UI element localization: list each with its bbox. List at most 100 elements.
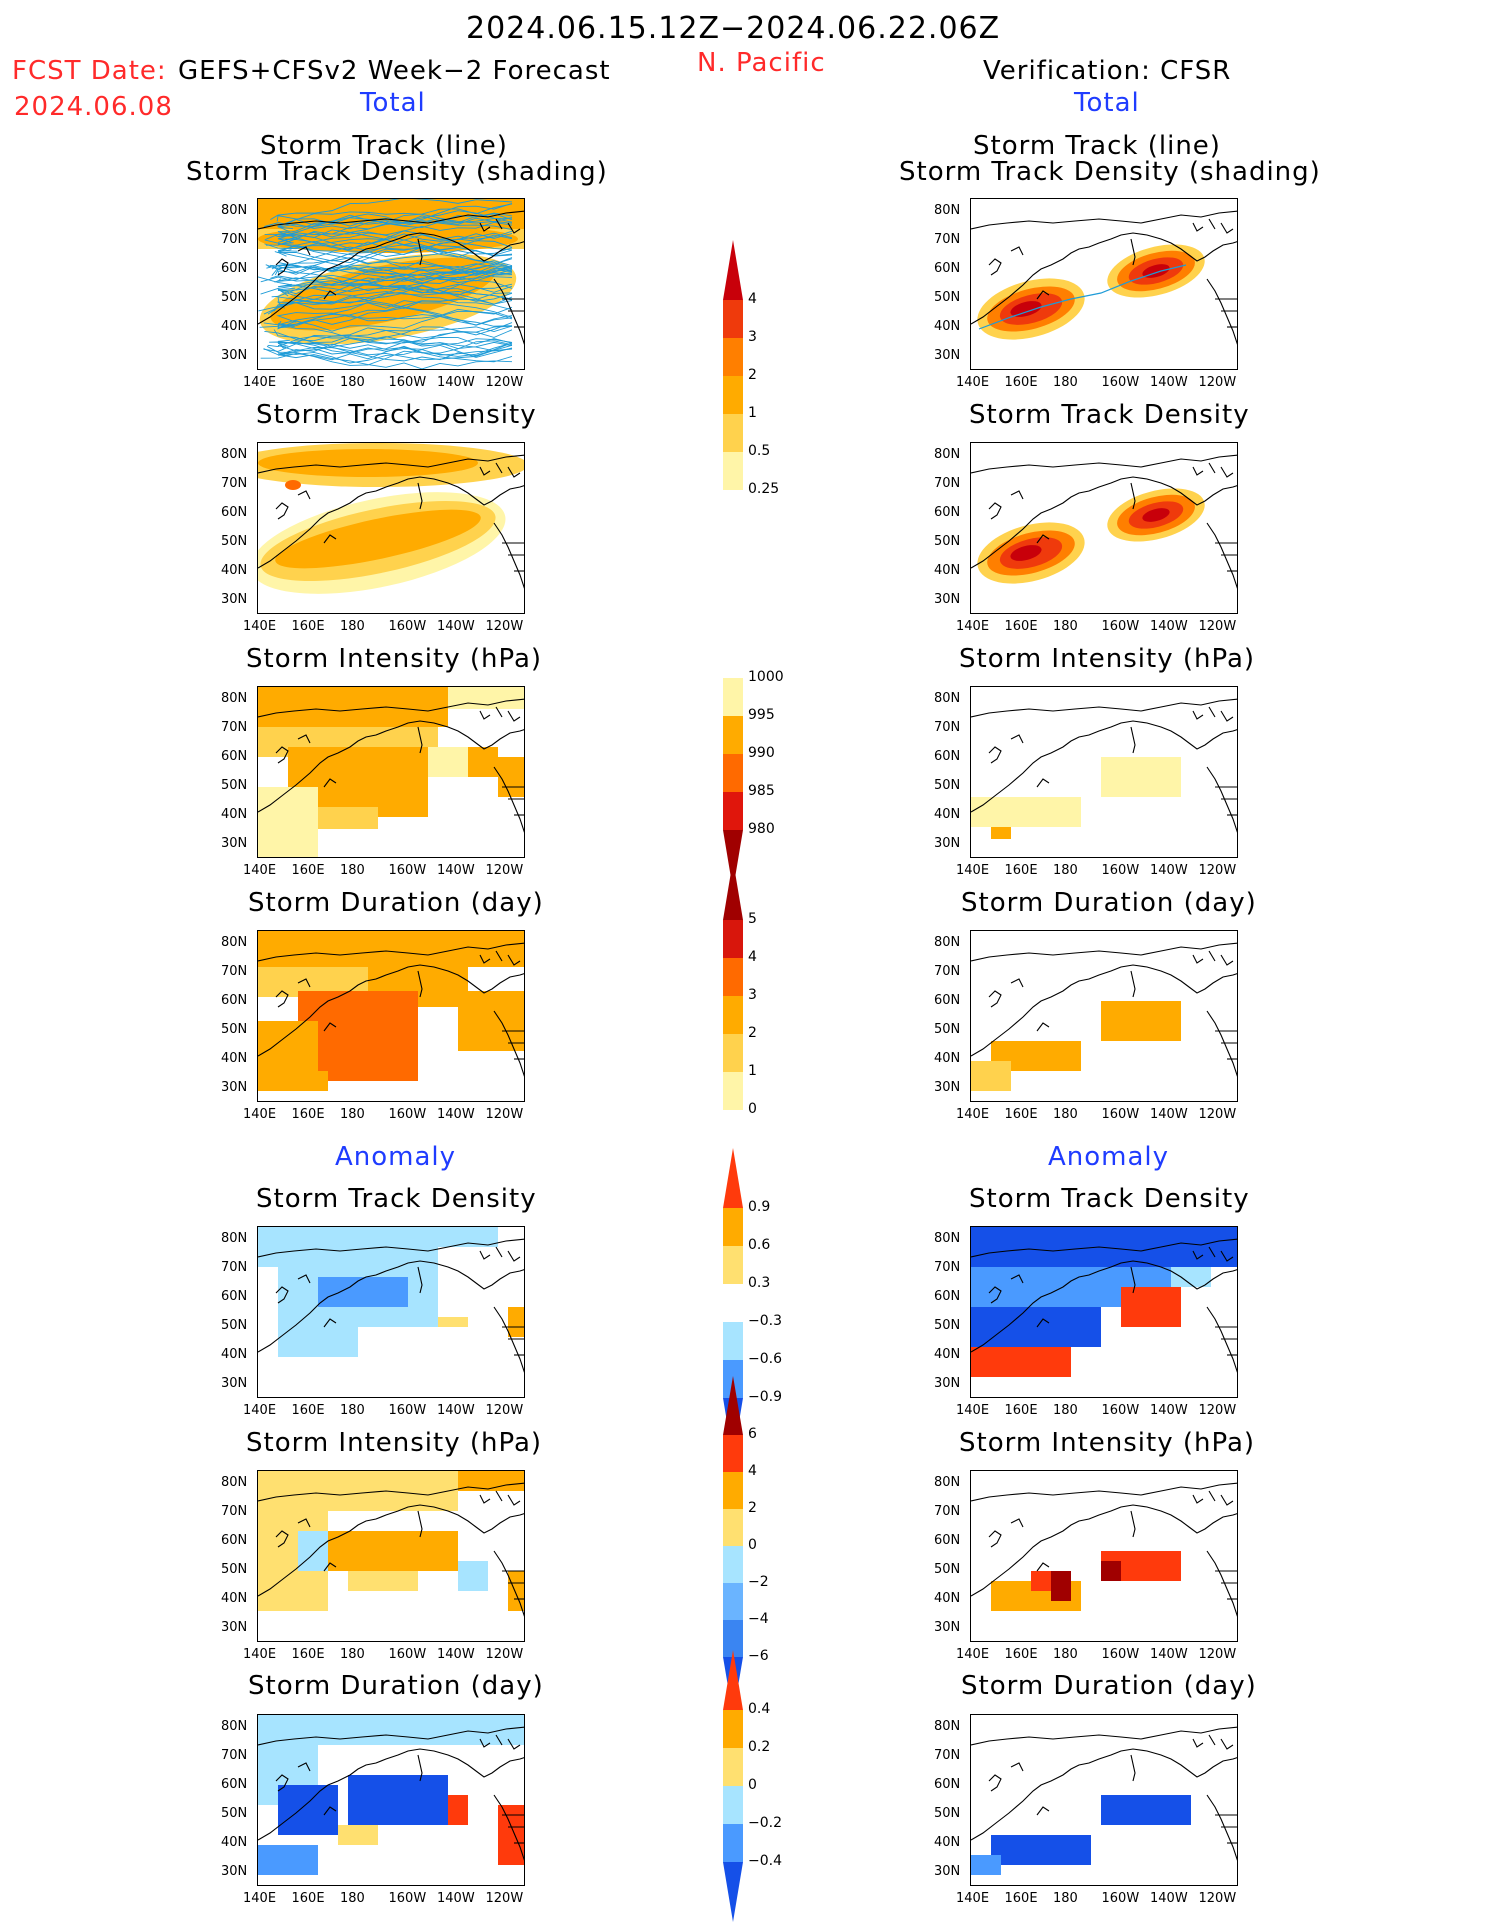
lon-tick-label: 160W <box>388 375 427 390</box>
lat-tick-label: 40N <box>221 563 248 578</box>
lon-tick-label: 120W <box>1198 863 1237 878</box>
lat-tick-label: 40N <box>221 319 248 334</box>
colorbar-label: 6 <box>748 1426 757 1442</box>
lat-tick-label: 60N <box>221 261 248 276</box>
colorbar-label: 985 <box>748 783 775 799</box>
colorbar-label: 3 <box>748 329 757 345</box>
fcst-date: 2024.06.08 <box>14 92 173 122</box>
colorbar-label: 4 <box>748 949 757 965</box>
right-title-anom-intensity: Storm Intensity (hPa) <box>959 1428 1256 1458</box>
lat-tick-label: 60N <box>221 1533 248 1548</box>
lat-tick-label: 30N <box>934 348 961 363</box>
lat-tick-label: 70N <box>221 476 248 491</box>
left-title-track-density: Storm Track Density <box>256 400 537 430</box>
map-shading <box>258 1227 524 1397</box>
lat-tick-label: 80N <box>221 203 248 218</box>
lat-tick-label: 50N <box>934 778 961 793</box>
colorbar-label: 2 <box>748 1500 757 1516</box>
lon-tick-label: 140E <box>243 1107 277 1122</box>
lon-tick-label: 160E <box>291 375 325 390</box>
lat-tick-label: 40N <box>934 807 961 822</box>
lon-tick-label: 120W <box>1198 1891 1237 1906</box>
lon-tick-label: 140E <box>243 863 277 878</box>
lat-tick-label: 50N <box>221 1318 248 1333</box>
lat-tick-label: 70N <box>221 1260 248 1275</box>
lon-tick-label: 140E <box>956 1107 990 1122</box>
colorbar-label: −4 <box>748 1611 769 1627</box>
lat-tick-label: 50N <box>934 1562 961 1577</box>
colorbar-label: 2 <box>748 1025 757 1041</box>
lat-tick-label: 70N <box>934 1260 961 1275</box>
lon-tick-label: 160W <box>388 1647 427 1662</box>
colorbar-label: −0.9 <box>748 1389 782 1405</box>
lat-tick-label: 50N <box>934 1806 961 1821</box>
lon-tick-label: 160W <box>1101 1403 1140 1418</box>
map-shading <box>971 1471 1237 1641</box>
lat-tick-label: 30N <box>934 1864 961 1879</box>
lat-tick-label: 70N <box>221 1504 248 1519</box>
lat-tick-label: 70N <box>934 964 961 979</box>
lon-tick-label: 180 <box>1053 375 1078 390</box>
lon-tick-label: 180 <box>1053 1647 1078 1662</box>
colorbar-duration <box>723 860 743 1148</box>
lon-tick-label: 180 <box>1053 1403 1078 1418</box>
lat-tick-label: 40N <box>221 1591 248 1606</box>
map-panel-vr-track <box>970 198 1238 370</box>
lat-tick-label: 70N <box>934 232 961 247</box>
lon-tick-label: 140E <box>956 375 990 390</box>
lat-tick-label: 40N <box>934 1591 961 1606</box>
lon-tick-label: 120W <box>485 619 524 634</box>
lat-tick-label: 70N <box>221 1748 248 1763</box>
lon-tick-label: 160E <box>291 619 325 634</box>
map-shading <box>258 1471 524 1641</box>
lat-tick-label: 30N <box>221 348 248 363</box>
colorbar-label: −0.4 <box>748 1853 782 1869</box>
lat-tick-label: 80N <box>934 691 961 706</box>
colorbar-label: 0.9 <box>748 1199 771 1215</box>
colorbar-label: 4 <box>748 1463 757 1479</box>
left-title-anom-duration: Storm Duration (day) <box>248 1671 544 1701</box>
lon-tick-label: 140W <box>1150 1647 1188 1662</box>
region-label: N. Pacific <box>697 48 826 78</box>
map-panel-an-duration <box>257 1714 525 1886</box>
lat-tick-label: 30N <box>221 1864 248 1879</box>
colorbar-label: 1 <box>748 405 757 421</box>
total-label-right: Total <box>1074 88 1140 118</box>
lon-tick-label: 120W <box>1198 619 1237 634</box>
colorbar-label: 0.2 <box>748 1739 771 1755</box>
colorbar-label: −0.2 <box>748 1815 782 1831</box>
lat-tick-label: 80N <box>221 1719 248 1734</box>
lon-tick-label: 140W <box>1150 619 1188 634</box>
lat-tick-label: 80N <box>221 447 248 462</box>
lat-tick-label: 60N <box>221 505 248 520</box>
lon-tick-label: 140E <box>956 619 990 634</box>
lat-tick-label: 60N <box>221 1289 248 1304</box>
lat-tick-label: 70N <box>934 1748 961 1763</box>
lat-tick-label: 60N <box>221 1777 248 1792</box>
lat-tick-label: 30N <box>934 1620 961 1635</box>
right-title-anom-density: Storm Track Density <box>969 1184 1250 1214</box>
lat-tick-label: 40N <box>934 1051 961 1066</box>
fcst-label: FCST Date: <box>12 56 167 86</box>
map-panel-vr-an-density <box>970 1226 1238 1398</box>
lat-tick-label: 50N <box>221 778 248 793</box>
lat-tick-label: 60N <box>221 749 248 764</box>
colorbar-label: 5 <box>748 911 757 927</box>
lon-tick-label: 160W <box>388 1107 427 1122</box>
map-panel-an-density <box>257 1226 525 1398</box>
lat-tick-label: 80N <box>221 935 248 950</box>
lon-tick-label: 120W <box>485 1891 524 1906</box>
lon-tick-label: 140E <box>243 1891 277 1906</box>
lat-tick-label: 80N <box>934 203 961 218</box>
lon-tick-label: 180 <box>1053 863 1078 878</box>
right-title-duration: Storm Duration (day) <box>961 888 1257 918</box>
lon-tick-label: 180 <box>1053 1891 1078 1906</box>
lon-tick-label: 140E <box>243 375 277 390</box>
lon-tick-label: 140W <box>437 1891 475 1906</box>
lon-tick-label: 120W <box>485 375 524 390</box>
lat-tick-label: 40N <box>934 319 961 334</box>
map-shading <box>971 1227 1237 1397</box>
lon-tick-label: 180 <box>340 619 365 634</box>
lat-tick-label: 80N <box>221 1231 248 1246</box>
lon-tick-label: 180 <box>340 1647 365 1662</box>
